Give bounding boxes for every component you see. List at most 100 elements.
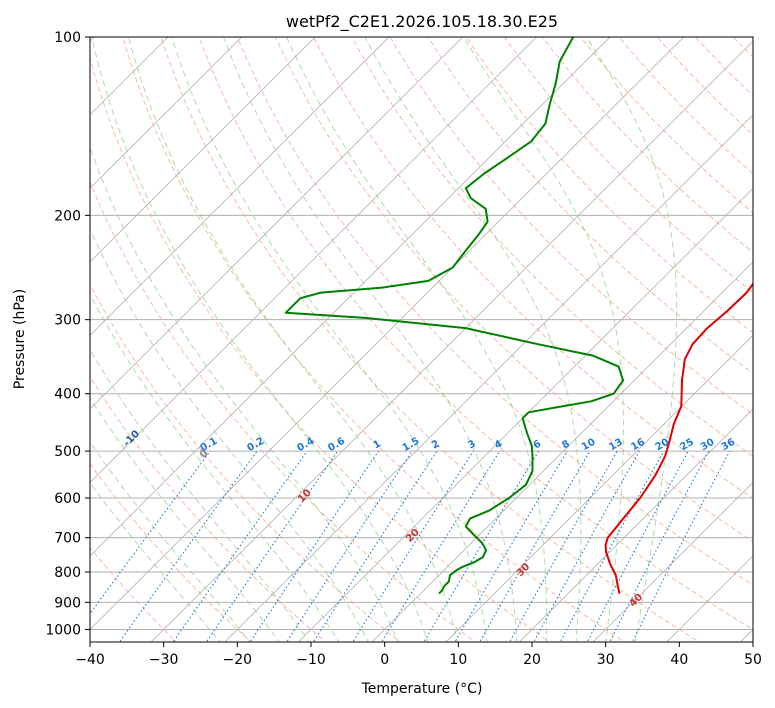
moist-adiabat — [90, 145, 399, 642]
x-tick-label: 0 — [380, 652, 389, 668]
dry-adiabat — [160, 37, 701, 642]
mixing-ratio-line — [118, 450, 258, 642]
x-tick-label: 30 — [597, 652, 615, 668]
isotherm-line — [592, 481, 753, 642]
moist-adiabat — [90, 293, 340, 642]
isotherm-line — [445, 334, 753, 642]
mixing-ratio-label: 4 — [493, 438, 505, 451]
dry-adiabat — [694, 37, 753, 97]
plot-area: 0.10.20.40.611.52346810131620253036-100-… — [90, 10, 775, 645]
moist-adiabat — [91, 37, 429, 642]
dewpoint-line — [284, 37, 625, 595]
mixing-ratio-line — [380, 450, 501, 642]
dry-adiabats — [90, 10, 775, 645]
moist-adiabat — [286, 37, 548, 642]
dry-adiabat — [732, 37, 753, 58]
isotherm-line — [90, 37, 316, 263]
mixing-ratio-label: 2 — [430, 438, 442, 451]
y-tick-label: 300 — [54, 313, 81, 329]
dry-adiabat — [427, 37, 753, 374]
mixing-ratio-line — [631, 450, 731, 642]
mixing-ratio-line — [586, 450, 689, 642]
y-tick-label: 500 — [54, 444, 81, 460]
moist-adiabat — [586, 37, 678, 642]
y-tick-label: 800 — [54, 565, 81, 581]
y-tick-label: 700 — [54, 531, 81, 547]
dry-adiabat — [198, 37, 753, 630]
moist-adiabat — [90, 348, 310, 642]
mixing-ratio-label: 1 — [372, 438, 384, 451]
isotherm-line — [150, 40, 753, 642]
mixing-ratio-line — [249, 450, 379, 642]
moist-adiabat — [223, 37, 518, 642]
mixing-ratio-label: 3 — [466, 438, 478, 451]
temperature-line — [604, 282, 753, 594]
isotherm-line — [90, 37, 243, 189]
mixing-ratio-line — [172, 450, 308, 642]
x-tick-label: −30 — [149, 652, 179, 668]
dry-adiabat — [90, 375, 327, 642]
isotherm-line — [297, 187, 753, 642]
x-tick-label: 40 — [670, 652, 688, 668]
mixing-ratio-line — [205, 450, 339, 642]
mixing-ratio-line — [454, 450, 568, 642]
moist-adiabat — [90, 481, 221, 642]
dry-adiabat — [656, 37, 753, 136]
isotherm-line — [90, 37, 611, 557]
moist-adiabat — [171, 37, 488, 642]
plot-frame — [89, 36, 754, 643]
dry-adiabat — [90, 283, 402, 642]
dry-adiabat — [580, 37, 753, 214]
moist-adiabat — [463, 37, 624, 642]
dry-adiabat-label: -10 — [121, 429, 142, 450]
dry-adiabat — [236, 37, 753, 586]
mixing-ratio-line — [609, 450, 710, 642]
mixing-ratio-line — [286, 450, 413, 642]
mixing-ratio-line — [559, 450, 665, 642]
y-tick-label: 1000 — [45, 622, 81, 638]
mixing-ratio-label: 8 — [560, 438, 572, 451]
sounding-series — [284, 37, 753, 595]
x-tick-label: 10 — [449, 652, 467, 668]
x-axis-ticks: −40 −30 −20 −10 0 10 20 30 40 50 — [75, 642, 762, 668]
moist-adiabat — [90, 441, 251, 642]
mixing-ratio-line — [90, 450, 211, 615]
mixing-ratio-line — [352, 450, 474, 642]
pressure-gridlines — [90, 37, 753, 630]
dry-adiabat-label: 40 — [628, 592, 646, 610]
isotherm-line — [90, 37, 464, 410]
y-tick-label: 100 — [54, 30, 81, 46]
x-tick-label: 20 — [523, 652, 541, 668]
dry-adiabat — [503, 37, 753, 294]
dry-adiabat — [313, 37, 753, 499]
isotherm-line — [224, 114, 753, 642]
mixing-ratio-line — [479, 450, 591, 642]
isotherm-line — [739, 628, 753, 642]
dry-adiabat — [389, 37, 753, 416]
isotherm-line — [90, 37, 685, 631]
dry-adiabat — [745, 10, 775, 645]
isotherm-gridlines — [90, 37, 753, 642]
x-axis-label: Temperature (°C) — [361, 681, 483, 697]
moist-adiabat — [90, 397, 281, 642]
dry-adiabat — [90, 462, 252, 642]
mixing-ratio-lines — [90, 450, 731, 642]
dry-adiabat — [90, 546, 177, 642]
dry-adiabat-label: 30 — [515, 561, 533, 579]
mixing-ratio-label: 6 — [532, 438, 544, 451]
mixing-ratio-line — [312, 450, 438, 642]
isotherm-line — [90, 37, 537, 483]
isotherm-line — [666, 555, 753, 642]
moist-adiabat — [364, 37, 582, 642]
dry-adiabat — [274, 37, 753, 542]
chart-title: wetPf2_C2E1.2026.105.18.30.E25 — [286, 12, 558, 32]
isotherm-line — [518, 408, 753, 642]
y-tick-label: 900 — [54, 595, 81, 611]
y-tick-label: 600 — [54, 491, 81, 507]
dry-adiabat — [122, 37, 626, 642]
y-tick-label: 200 — [54, 208, 81, 224]
isotherm-line — [371, 261, 753, 642]
moist-adiabat — [128, 37, 459, 642]
dry-adiabat — [90, 180, 476, 642]
y-axis-label: Pressure (hPa) — [12, 289, 28, 389]
